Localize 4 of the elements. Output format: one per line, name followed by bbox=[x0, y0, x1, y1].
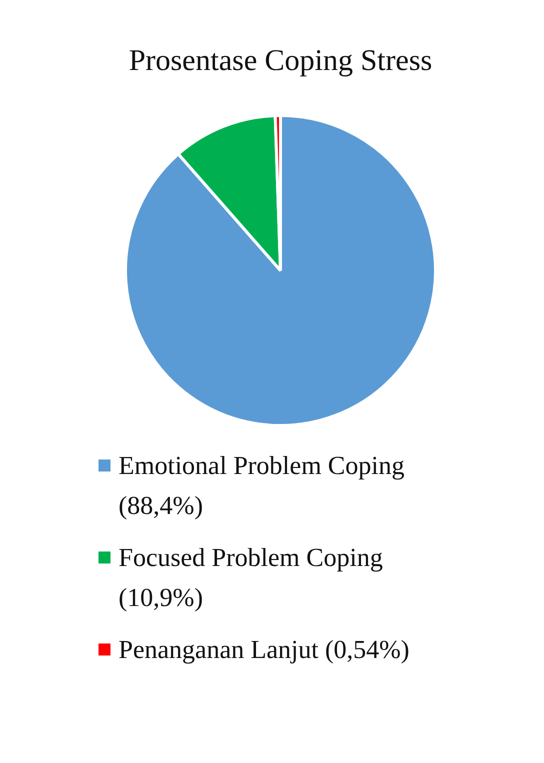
legend-label: Penanganan Lanjut (0,54%) bbox=[118, 635, 410, 664]
chart-title: Prosentase Coping Stress bbox=[128, 44, 432, 77]
legend-label: Focused Problem Coping (10,9%) bbox=[118, 543, 383, 612]
legend-label: Emotional Problem Coping (88,4%) bbox=[118, 451, 404, 520]
